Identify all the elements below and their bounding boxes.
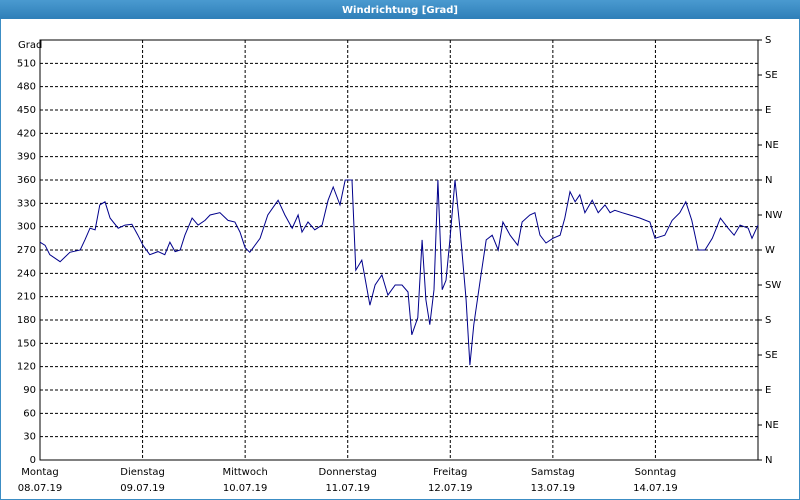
- y-tick-label: 180: [17, 315, 36, 326]
- y2-tick-label: S: [765, 315, 771, 326]
- y-tick-label: 390: [17, 152, 36, 163]
- y2-tick-label: NE: [765, 140, 779, 151]
- y-tick-label: 270: [17, 245, 36, 256]
- x-tick-date: 11.07.19: [325, 483, 370, 494]
- chart-title: Windrichtung [Grad]: [342, 5, 458, 16]
- y-tick-label: 60: [23, 408, 36, 419]
- y-tick-label: 90: [23, 385, 36, 396]
- y-tick-label: 0: [30, 455, 36, 466]
- x-tick-date: 14.07.19: [633, 483, 678, 494]
- y2-tick-label: NW: [765, 210, 782, 221]
- y2-tick-label: SW: [765, 280, 781, 291]
- y-tick-label: 330: [17, 198, 36, 209]
- x-tick-label: Sonntag: [635, 467, 677, 478]
- x-tick-date: 09.07.19: [120, 483, 165, 494]
- y-tick-label: 120: [17, 362, 36, 373]
- y2-tick-label: E: [765, 105, 771, 116]
- y2-tick-label: S: [765, 35, 771, 46]
- y-tick-label: 30: [23, 432, 36, 443]
- x-tick-label: Samstag: [531, 467, 575, 478]
- y2-tick-label: NE: [765, 420, 779, 431]
- x-tick-label: Freitag: [433, 467, 467, 478]
- y-tick-label: 210: [17, 292, 36, 303]
- x-tick-label: Mittwoch: [222, 467, 267, 478]
- y2-tick-label: N: [765, 455, 772, 466]
- title-bar: [0, 0, 800, 19]
- y-axis-label: Grad: [18, 40, 42, 51]
- plot-frame: [39, 39, 759, 461]
- y2-tick-label: SE: [765, 70, 778, 81]
- y-tick-label: 150: [17, 338, 36, 349]
- x-tick-label: Donnerstag: [319, 467, 377, 478]
- y-tick-label: 300: [17, 222, 36, 233]
- y2-tick-label: E: [765, 385, 771, 396]
- x-tick-date: 12.07.19: [428, 483, 473, 494]
- x-tick-date: 10.07.19: [223, 483, 268, 494]
- y-tick-label: 420: [17, 128, 36, 139]
- y2-tick-label: N: [765, 175, 772, 186]
- x-tick-label: Montag: [21, 467, 58, 478]
- y-tick-label: 480: [17, 82, 36, 93]
- y-tick-label: 240: [17, 268, 36, 279]
- y-tick-label: 360: [17, 175, 36, 186]
- x-tick-label: Dienstag: [120, 467, 165, 478]
- y-tick-label: 450: [17, 105, 36, 116]
- y-tick-label: 510: [17, 58, 36, 69]
- y2-tick-label: SE: [765, 350, 778, 361]
- x-tick-date: 08.07.19: [18, 483, 63, 494]
- x-tick-date: 13.07.19: [531, 483, 576, 494]
- data-line: [39, 179, 759, 366]
- y2-tick-label: W: [765, 245, 775, 256]
